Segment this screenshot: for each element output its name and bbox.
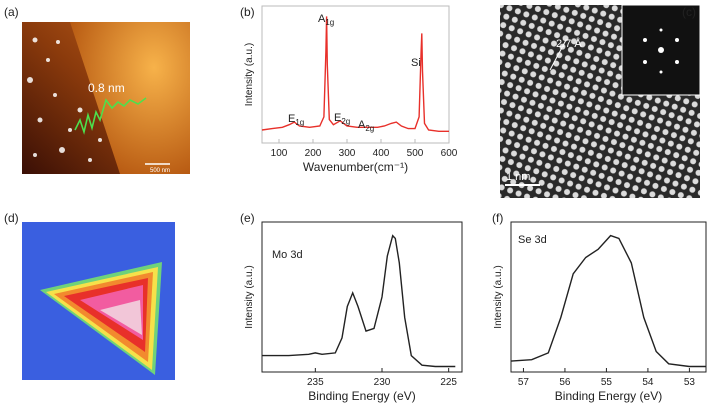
panel-label: (c) [682, 5, 696, 19]
panel-label: (d) [4, 211, 19, 225]
annotation-text: E [334, 112, 341, 124]
y-axis-label: Intensity (a.u.) [244, 265, 255, 328]
annotation: Se 3d [518, 234, 547, 246]
annotation-text: Mo 3d [272, 249, 303, 261]
x-tick-label: 57 [518, 377, 530, 388]
annotation-subscript: 1g [325, 18, 334, 27]
annotation-text: Se 3d [518, 234, 547, 246]
annotation: E1g [288, 113, 304, 127]
x-axis-label: Binding Energy (eV) [555, 389, 662, 403]
scale-label: 1 nm [506, 171, 530, 183]
x-axis-label: Wavenumber(cm⁻¹) [303, 160, 408, 174]
plot-frame [261, 221, 463, 373]
x-tick-label: 225 [440, 377, 457, 388]
x-tick-label: 400 [373, 148, 390, 159]
x-tick-label: 200 [305, 148, 322, 159]
annotation: E2g [334, 112, 350, 126]
y-axis-label: Intensity (a.u.) [244, 43, 255, 106]
annotation-subscript: 2g [341, 117, 350, 126]
spacing-label: 2.7 Å [556, 37, 582, 50]
annotation-text: E [288, 113, 295, 125]
data-line [510, 234, 706, 368]
data-line [262, 234, 456, 368]
scale-label: 500 nm [150, 168, 170, 174]
x-tick-label: 300 [339, 148, 356, 159]
annotation: A1g [318, 13, 334, 27]
panel-label: (b) [240, 5, 255, 19]
x-tick-label: 55 [601, 377, 613, 388]
annotation: A2g [358, 119, 374, 133]
pl-map [22, 222, 175, 380]
x-tick-label: 230 [374, 377, 391, 388]
annotation-text: A [358, 119, 366, 131]
y-axis-label: Intensity (a.u.) [493, 265, 504, 328]
x-tick-label: 56 [559, 377, 571, 388]
x-tick-label: 500 [407, 148, 424, 159]
x-axis-label: Binding Energy (eV) [308, 389, 415, 403]
plot-frame [261, 5, 450, 144]
panel-label: (a) [4, 5, 19, 19]
annotation-text: Si [411, 57, 421, 69]
annotation-subscript: 1g [295, 118, 304, 127]
x-tick-label: 600 [441, 148, 458, 159]
annotation: Mo 3d [272, 249, 303, 261]
plot-frame [510, 221, 707, 373]
annotation-subscript: 2g [365, 124, 374, 133]
afm-image [22, 22, 190, 174]
annotation: Si [411, 57, 421, 69]
panel-label: (e) [240, 211, 255, 225]
height-label: 0.8 nm [88, 81, 125, 95]
hrtem-image [500, 4, 701, 198]
data-line [261, 16, 449, 132]
annotation-text: A [318, 13, 326, 25]
x-tick-label: 53 [684, 377, 696, 388]
x-tick-label: 235 [307, 377, 324, 388]
x-tick-label: 100 [271, 148, 288, 159]
x-tick-label: 54 [642, 377, 654, 388]
panel-label: (f) [492, 211, 503, 225]
